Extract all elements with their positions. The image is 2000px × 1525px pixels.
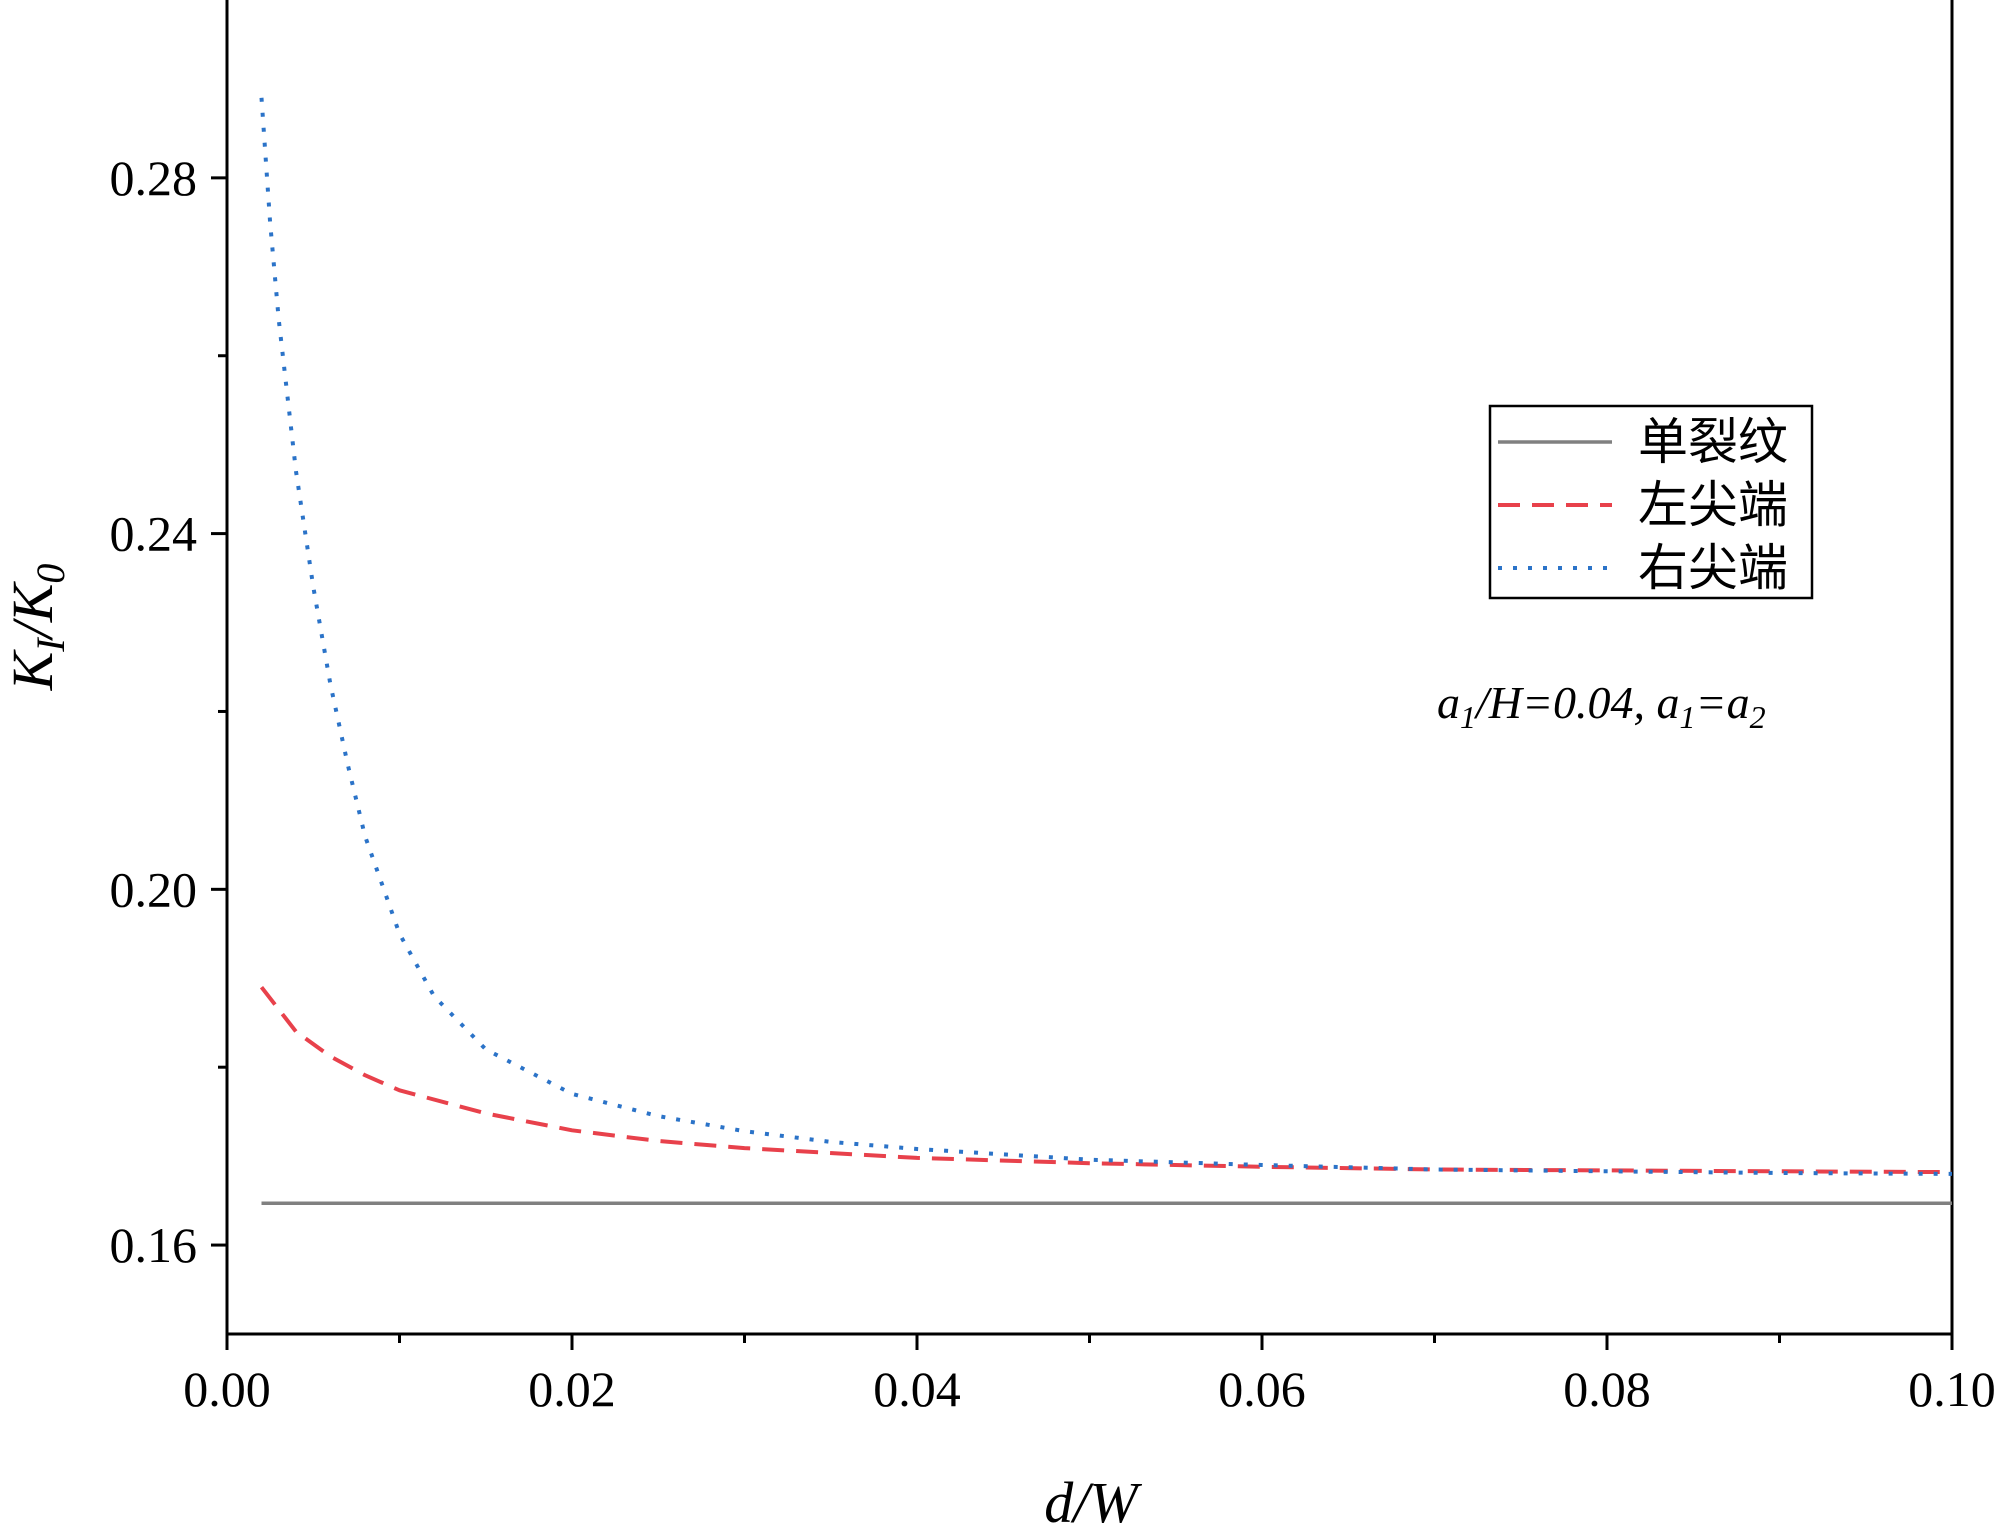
legend-label-3: 右尖端 bbox=[1638, 539, 1788, 597]
legend-label-1: 单裂纹 bbox=[1638, 413, 1788, 471]
x-tick-label: 0.10 bbox=[1908, 1361, 1996, 1417]
x-tick-label: 0.00 bbox=[183, 1361, 271, 1417]
y-tick-label: 0.24 bbox=[110, 506, 198, 562]
x-axis-label: d/W bbox=[1044, 1470, 1142, 1525]
plot-frame bbox=[225, 0, 1954, 1336]
y-tick-label: 0.28 bbox=[110, 150, 198, 206]
y-tick-label: 0.16 bbox=[110, 1217, 198, 1273]
legend-label-2: 左尖端 bbox=[1638, 476, 1788, 534]
x-tick-label: 0.08 bbox=[1563, 1361, 1651, 1417]
series-line-2 bbox=[259, 985, 1953, 1175]
ticks-layer: 0.00 0.02 0.04 0.06 0.08 0.10 0.16 0.20 0.24 0.28 bbox=[110, 150, 1996, 1417]
x-tick-label: 0.02 bbox=[528, 1361, 616, 1417]
annotation: a1/H=0.04, a1=a2 bbox=[1437, 677, 1766, 735]
y-tick-label: 0.20 bbox=[110, 861, 198, 917]
x-tick-label: 0.06 bbox=[1218, 1361, 1306, 1417]
x-tick-label: 0.04 bbox=[873, 1361, 961, 1417]
series-line-3 bbox=[259, 97, 1953, 1176]
y-axis-label: KI/K0 bbox=[0, 564, 73, 692]
plot-area-border bbox=[225, 0, 1954, 1336]
series-layer bbox=[259, 97, 1953, 1206]
